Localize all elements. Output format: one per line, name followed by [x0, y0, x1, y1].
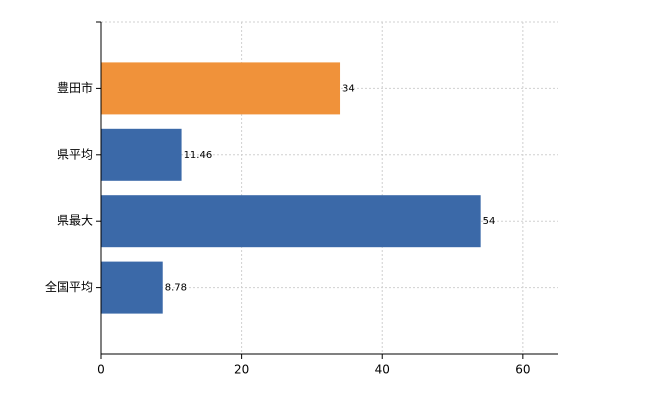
y-tick-label: 全国平均 [45, 279, 93, 294]
bar [101, 128, 182, 181]
bar [101, 195, 481, 248]
x-tick-label: 40 [375, 363, 390, 377]
x-tick-label: 0 [97, 363, 105, 377]
y-tick-label: 県平均 [57, 147, 93, 161]
value-label: 34 [342, 83, 355, 94]
bar [101, 62, 341, 115]
x-tick-label: 60 [515, 363, 530, 377]
value-label: 8.78 [165, 283, 187, 294]
value-label: 54 [483, 216, 496, 227]
value-label: 11.46 [184, 150, 213, 161]
y-tick-label: 豊田市 [57, 80, 93, 95]
bar [101, 261, 163, 314]
x-tick-label: 20 [234, 363, 249, 377]
y-tick-label: 県最大 [57, 214, 93, 228]
